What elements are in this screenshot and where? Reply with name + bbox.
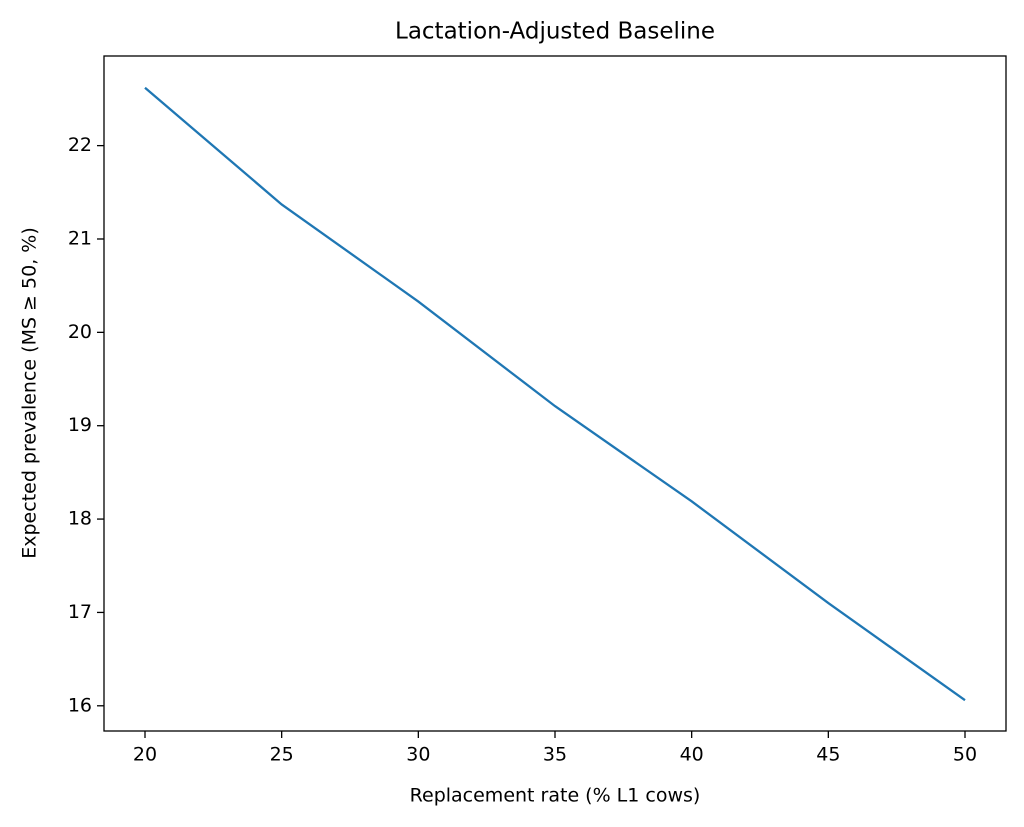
y-tick-label: 17 — [68, 601, 92, 623]
y-tick-label: 22 — [68, 134, 92, 156]
line — [144, 86, 966, 702]
x-tick-label: 45 — [816, 744, 840, 766]
x-tick-label: 50 — [953, 744, 977, 766]
y-axis-label: Expected prevalence (MS ≥ 50, %) — [19, 227, 41, 559]
y-tick-label: 19 — [68, 414, 92, 436]
x-tick-label: 30 — [406, 744, 430, 766]
x-tick-label: 40 — [680, 744, 704, 766]
y-tick-label: 20 — [68, 321, 92, 343]
x-axis-label: Replacement rate (% L1 cows) — [410, 785, 701, 807]
y-tick-label: 21 — [68, 227, 92, 249]
x-tick-label: 35 — [543, 744, 567, 766]
y-tick-label: 16 — [68, 694, 92, 716]
plot-frame — [103, 55, 1007, 732]
x-tick-label: 25 — [270, 744, 294, 766]
y-tick-label: 18 — [68, 508, 92, 530]
chart-title: Lactation-Adjusted Baseline — [395, 19, 715, 45]
x-tick-label: 20 — [133, 744, 157, 766]
